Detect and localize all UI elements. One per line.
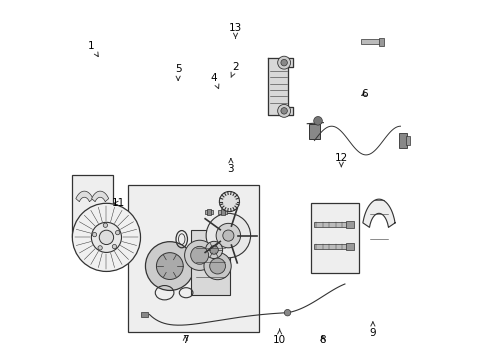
Bar [140,312,148,318]
Circle shape [216,223,240,248]
Circle shape [219,192,239,212]
Text: 5: 5 [175,64,181,80]
Polygon shape [267,58,292,116]
Bar [405,136,409,145]
Circle shape [145,242,194,291]
Circle shape [205,241,222,258]
Bar [314,222,348,227]
Bar [204,210,213,213]
Text: 9: 9 [369,322,375,338]
Circle shape [203,252,231,280]
Circle shape [284,310,290,316]
Polygon shape [91,191,108,202]
Circle shape [280,59,287,66]
Text: 12: 12 [334,153,347,167]
Text: 2: 2 [230,62,238,77]
Bar [314,244,348,249]
Circle shape [313,117,322,125]
Polygon shape [362,199,394,228]
Text: 13: 13 [228,23,242,38]
Circle shape [112,244,116,249]
Circle shape [190,246,208,264]
Text: 11: 11 [111,198,124,208]
Circle shape [98,246,102,250]
Circle shape [206,213,250,258]
Circle shape [209,246,218,254]
Text: 4: 4 [210,73,219,89]
Circle shape [92,233,97,237]
Bar [310,203,359,273]
Circle shape [91,222,121,252]
Bar [398,134,406,148]
Bar [218,210,226,213]
Circle shape [99,230,113,244]
Text: 8: 8 [319,334,325,345]
Bar [72,175,113,237]
Bar [308,124,319,139]
Circle shape [209,258,225,274]
Polygon shape [76,191,93,202]
Circle shape [72,203,140,271]
Bar [190,230,230,295]
Text: 3: 3 [227,158,234,174]
Bar [345,221,354,228]
Text: 7: 7 [182,334,188,345]
Circle shape [223,230,233,241]
Circle shape [184,240,214,270]
Circle shape [280,108,287,114]
Bar [206,208,211,215]
Circle shape [115,230,120,235]
Text: 10: 10 [272,329,285,345]
Text: 6: 6 [361,89,367,99]
Bar [128,185,258,332]
Circle shape [277,56,290,69]
Circle shape [277,104,290,117]
Bar [378,38,384,46]
Bar [345,243,354,250]
Circle shape [156,253,183,279]
Bar [220,208,224,215]
Text: 1: 1 [88,41,98,57]
Circle shape [103,223,107,228]
Bar [360,40,380,44]
